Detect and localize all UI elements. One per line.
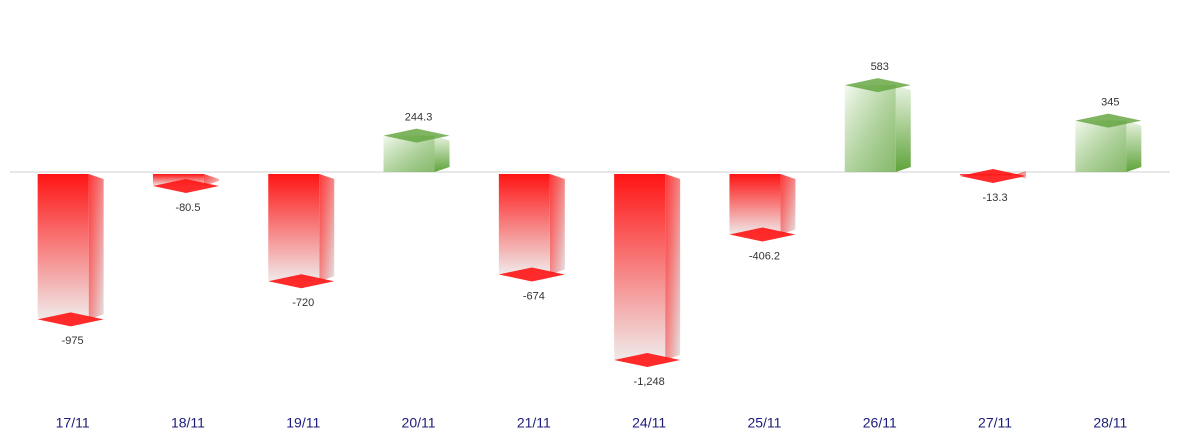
x-tick-label: 27/11 (978, 415, 1012, 431)
bar (498, 174, 550, 275)
x-tick-label: 28/11 (1093, 415, 1127, 431)
bar-side (88, 174, 104, 320)
x-tick-label: 17/11 (56, 415, 90, 431)
bar-side (434, 135, 450, 172)
bar-cap (960, 168, 1027, 183)
value-label: 244.3 (405, 111, 433, 123)
bar-cap (614, 353, 681, 367)
value-label: -406.2 (749, 250, 780, 262)
bar (614, 174, 666, 360)
value-label: -1,248 (634, 376, 665, 388)
bar-side (1126, 120, 1142, 172)
bar-side (549, 174, 565, 275)
value-label: 583 (871, 61, 889, 73)
bar-side (780, 174, 796, 235)
bar-side (665, 174, 681, 360)
x-tick-label: 25/11 (747, 415, 781, 431)
bar-cap (383, 128, 450, 143)
bar-side (895, 85, 911, 172)
x-tick-label: 19/11 (286, 415, 320, 431)
value-label: -674 (523, 290, 545, 302)
bar (383, 135, 435, 172)
value-label: -13.3 (983, 192, 1008, 204)
bar-side (203, 174, 219, 186)
bar-cap (729, 227, 796, 242)
bar-cap (498, 267, 565, 282)
bar-side (319, 174, 335, 282)
value-label: -80.5 (175, 202, 200, 214)
x-tick-label: 20/11 (402, 415, 436, 431)
bar-cap (37, 312, 104, 327)
value-label: -975 (62, 335, 84, 347)
bar (1075, 120, 1127, 172)
bar-cap (152, 178, 219, 193)
bar (152, 174, 204, 186)
x-tick-label: 21/11 (517, 415, 551, 431)
bar (37, 174, 89, 320)
value-label: 345 (1101, 96, 1119, 108)
x-tick-label: 26/11 (863, 415, 897, 431)
bar (844, 85, 896, 172)
bar-cap (1075, 113, 1142, 128)
bar-cap (844, 78, 911, 93)
bar (268, 174, 320, 282)
bar (729, 174, 781, 235)
value-label: -720 (292, 297, 314, 309)
bar-cap (268, 274, 335, 289)
x-tick-label: 18/11 (171, 415, 205, 431)
x-tick-label: 24/11 (632, 415, 666, 431)
